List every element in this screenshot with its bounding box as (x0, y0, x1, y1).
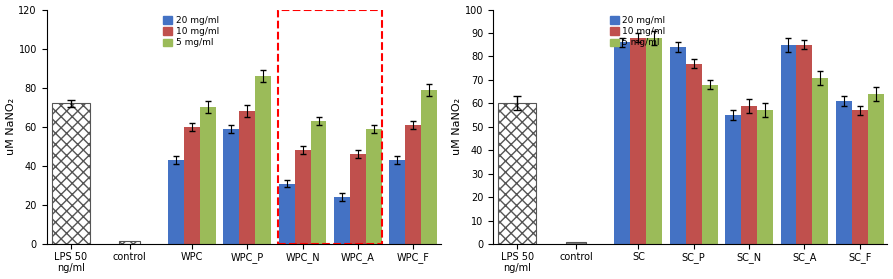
Bar (868, 94, 884, 244)
Bar (647, 38, 663, 244)
Bar (366, 129, 382, 244)
Bar (279, 9, 382, 244)
Bar (311, 121, 327, 244)
Bar (725, 115, 741, 244)
Bar (797, 45, 813, 244)
Y-axis label: uM NaNO₂: uM NaNO₂ (452, 98, 462, 155)
Legend: 20 mg/ml, 10 mg/ml, 5 mg/ml: 20 mg/ml, 10 mg/ml, 5 mg/ml (608, 14, 667, 49)
Legend: 20 mg/ml, 10 mg/ml, 5 mg/ml: 20 mg/ml, 10 mg/ml, 5 mg/ml (162, 14, 221, 49)
Bar (184, 127, 200, 244)
Bar (630, 38, 647, 244)
Bar (223, 129, 239, 244)
Y-axis label: uM NaNO₂: uM NaNO₂ (5, 98, 15, 155)
Bar (780, 45, 797, 244)
Bar (389, 160, 405, 244)
Bar (757, 110, 773, 244)
Bar (702, 85, 718, 244)
Bar (120, 241, 140, 244)
Bar (686, 64, 702, 244)
Bar (334, 197, 350, 244)
Bar (614, 42, 630, 244)
Bar (200, 107, 216, 244)
Bar (295, 150, 311, 244)
Bar (813, 78, 829, 244)
Bar (279, 184, 295, 244)
Bar (255, 76, 271, 244)
Bar (405, 125, 421, 244)
Bar (498, 104, 536, 244)
Bar (239, 111, 255, 244)
Bar (741, 106, 757, 244)
Bar (168, 160, 184, 244)
Bar (565, 242, 587, 244)
Bar (836, 101, 852, 244)
Bar (421, 90, 438, 244)
Bar (350, 154, 366, 244)
Bar (52, 104, 90, 244)
Bar (670, 47, 686, 244)
Bar (852, 110, 868, 244)
